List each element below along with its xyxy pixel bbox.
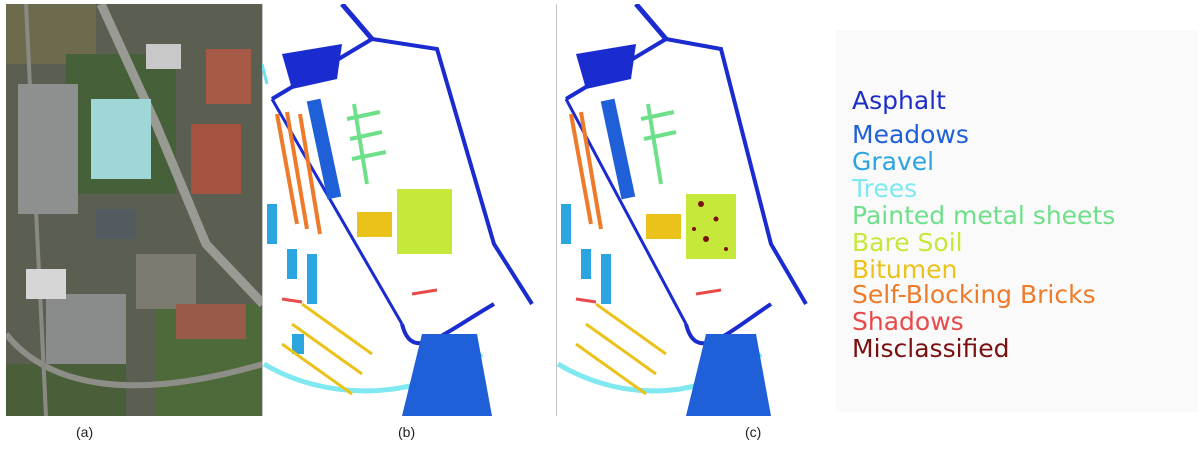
caption-b: (b) <box>398 424 416 440</box>
caption-c: (c) <box>745 424 762 440</box>
legend-item-gravel: Gravel <box>852 147 935 176</box>
legend-item-painted-metal-sheets: Painted metal sheets <box>852 201 1116 230</box>
legend-item-bare-soil: Bare Soil <box>852 228 963 257</box>
caption-a: (a) <box>76 424 94 440</box>
legend-item-asphalt: Asphalt <box>852 86 946 115</box>
satellite-image <box>6 4 263 416</box>
ground-truth-map <box>262 4 564 416</box>
legend-item-bitumen: Bitumen <box>852 255 958 284</box>
class-legend: Asphalt Meadows Gravel Trees Painted met… <box>836 30 1198 412</box>
legend-item-meadows: Meadows <box>852 120 969 149</box>
legend-item-trees: Trees <box>852 174 918 203</box>
legend-item-misclassified: Misclassified <box>852 334 1010 363</box>
legend-item-self-blocking-bricks: Self-Blocking Bricks <box>852 280 1096 309</box>
legend-item-shadows: Shadows <box>852 307 964 336</box>
classification-map <box>556 4 826 416</box>
